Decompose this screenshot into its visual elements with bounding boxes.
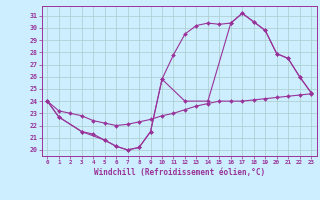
X-axis label: Windchill (Refroidissement éolien,°C): Windchill (Refroidissement éolien,°C) xyxy=(94,168,265,177)
